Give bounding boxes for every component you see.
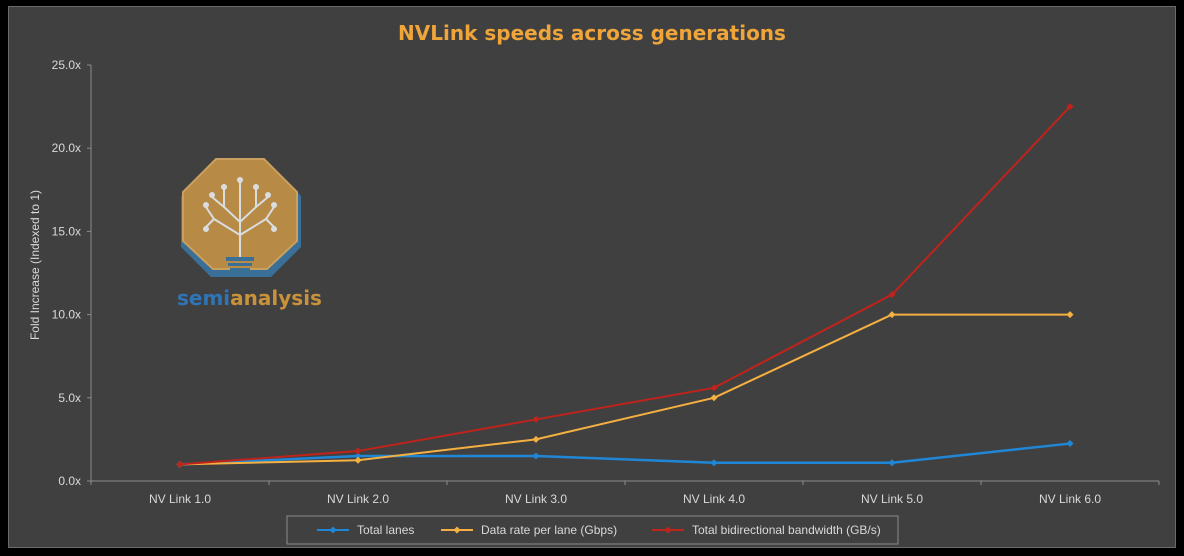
chart-area: NVLink speeds across generations	[8, 6, 1176, 548]
y-tick-label: 20.0x	[52, 141, 81, 155]
data-point	[354, 456, 362, 464]
axes: 0.0x 5.0x 10.0x 15.0x 20.0x 25.0x NV Link 1.0 N…	[52, 58, 1160, 506]
x-tick-label: NV Link 4.0	[683, 492, 745, 506]
legend-item: Total bidirectional bandwidth (GB/s)	[652, 523, 881, 537]
data-point	[710, 384, 718, 392]
data-point	[1066, 311, 1074, 319]
legend-label: Data rate per lane (Gbps)	[481, 523, 617, 537]
series-line	[179, 313, 1070, 466]
legend-label: Total bidirectional bandwidth (GB/s)	[692, 523, 881, 537]
data-point	[888, 311, 896, 319]
series-line	[179, 442, 1071, 466]
data-point	[1066, 103, 1074, 111]
logo-wordmark: semianalysis	[177, 286, 322, 310]
x-tick-label: NV Link 1.0	[149, 492, 211, 506]
data-point	[176, 460, 184, 468]
logo-text-semi: semi	[177, 286, 230, 310]
legend-swatch-marker	[664, 526, 672, 534]
data-point	[710, 459, 718, 467]
x-tick-label: NV Link 3.0	[505, 492, 567, 506]
data-point	[888, 291, 896, 299]
x-tick-label: NV Link 2.0	[327, 492, 389, 506]
semianalysis-logo: semianalysis	[177, 158, 322, 310]
legend-swatch-marker	[329, 526, 337, 534]
legend: Total lanes Data rate per lane (Gbps) Tota…	[286, 515, 899, 545]
data-point	[354, 452, 362, 460]
data-point	[532, 415, 540, 423]
y-tick-label: 5.0x	[58, 391, 81, 405]
y-tick-label: 15.0x	[52, 224, 81, 238]
y-tick-label: 0.0x	[58, 474, 81, 488]
line-chart: NVLink speeds across generations	[28, 21, 1160, 545]
series-line	[179, 105, 1071, 466]
y-tick-label: 25.0x	[52, 58, 81, 72]
series-3	[176, 103, 1074, 468]
data-point	[1066, 440, 1074, 448]
data-point	[532, 452, 540, 460]
legend-label: Total lanes	[357, 523, 414, 537]
x-tick-label: NV Link 5.0	[861, 492, 923, 506]
x-tick-label: NV Link 6.0	[1039, 492, 1101, 506]
logo-text-analysis: analysis	[230, 286, 322, 310]
series-2	[176, 311, 1074, 468]
chart-title: NVLink speeds across generations	[398, 21, 786, 45]
legend-swatch-marker	[453, 526, 461, 534]
series-layer	[176, 103, 1074, 468]
y-axis-title: Fold Increase (Indexed to 1)	[28, 190, 42, 340]
legend-item: Data rate per lane (Gbps)	[441, 523, 617, 537]
data-point	[532, 435, 540, 443]
data-point	[354, 447, 362, 455]
legend-box	[286, 515, 899, 545]
data-point	[888, 459, 896, 467]
y-tick-label: 10.0x	[52, 308, 81, 322]
legend-item: Total lanes	[317, 523, 414, 537]
data-point	[710, 394, 718, 402]
